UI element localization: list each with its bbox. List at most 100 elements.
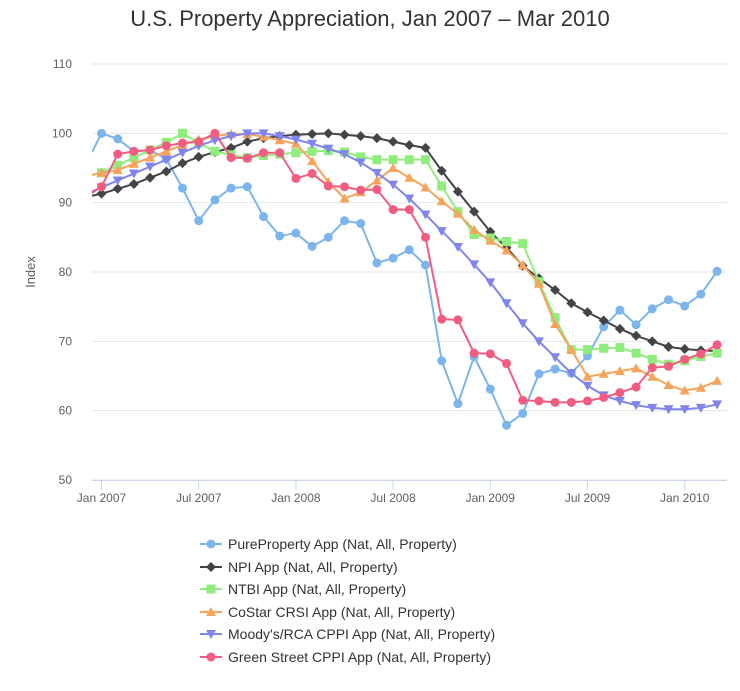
data-point[interactable] [437,181,447,191]
data-point[interactable] [566,369,577,379]
legend-item[interactable]: NTBI App (Nat, All, Property) [200,578,640,601]
data-point[interactable] [599,392,609,402]
data-point[interactable] [404,140,415,151]
data-point[interactable] [631,330,642,341]
data-point[interactable] [534,369,544,379]
data-point[interactable] [485,235,496,245]
data-point[interactable] [533,278,544,288]
data-point[interactable] [679,405,690,415]
data-point[interactable] [485,278,496,288]
data-point[interactable] [404,155,414,165]
data-point[interactable] [421,232,430,242]
data-point[interactable] [583,396,592,406]
data-point[interactable] [97,182,106,192]
data-point[interactable] [323,181,333,191]
data-point[interactable] [647,371,658,381]
data-point[interactable] [113,134,123,144]
data-point[interactable] [615,388,625,398]
data-point[interactable] [469,230,479,240]
data-point[interactable] [388,253,398,263]
data-point[interactable] [712,375,723,385]
data-point[interactable] [161,141,171,151]
data-point[interactable] [372,155,382,165]
data-point[interactable] [420,210,431,220]
data-point[interactable] [275,148,285,158]
data-point[interactable] [517,260,528,270]
data-point[interactable] [161,166,172,177]
data-point[interactable] [178,183,187,193]
data-point[interactable] [145,172,156,183]
data-point[interactable] [421,155,430,165]
legend-item[interactable]: PureProperty App (Nat, All, Property) [200,533,640,556]
data-point[interactable] [452,208,463,218]
data-point[interactable] [696,289,706,299]
data-point[interactable] [518,408,528,418]
legend-marker[interactable] [206,584,216,594]
data-point[interactable] [550,353,561,363]
data-point[interactable] [356,152,366,162]
data-point[interactable] [566,344,577,354]
data-point[interactable] [712,400,723,410]
data-point[interactable] [502,420,511,430]
data-point[interactable] [436,196,447,206]
data-point[interactable] [647,304,657,314]
data-point[interactable] [194,216,204,226]
data-point[interactable] [307,139,318,149]
data-point[interactable] [356,218,366,228]
data-point[interactable] [663,341,674,352]
data-point[interactable] [340,182,349,192]
data-point[interactable] [371,175,382,185]
data-point[interactable] [97,128,106,138]
data-point[interactable] [96,188,107,199]
data-point[interactable] [550,364,560,374]
data-point[interactable] [452,243,463,253]
data-point[interactable] [712,266,722,276]
data-point[interactable] [259,212,268,222]
legend-item[interactable]: NPI App (Nat, All, Property) [200,556,640,579]
data-point[interactable] [566,298,577,309]
data-point[interactable] [128,158,139,168]
data-point[interactable] [436,227,447,237]
data-point[interactable] [534,396,544,406]
data-point[interactable] [145,162,156,172]
legend-marker[interactable] [206,652,216,662]
data-point[interactable] [291,148,301,158]
data-point[interactable] [615,343,625,353]
data-point[interactable] [178,128,187,138]
data-point[interactable] [339,129,350,140]
data-point[interactable] [518,239,528,249]
data-point[interactable] [582,371,593,381]
data-point[interactable] [680,301,690,311]
data-point[interactable] [404,172,415,182]
data-point[interactable] [145,145,155,155]
data-point[interactable] [259,148,268,158]
data-point[interactable] [501,299,512,309]
data-point[interactable] [112,176,123,186]
data-point[interactable] [452,186,463,197]
data-point[interactable] [420,142,431,153]
data-point[interactable] [307,156,318,166]
data-point[interactable] [307,241,317,251]
data-point[interactable] [226,132,237,142]
data-point[interactable] [501,245,512,255]
data-point[interactable] [404,205,414,215]
data-point[interactable] [371,133,382,144]
data-point[interactable] [485,349,495,359]
data-point[interactable] [598,315,609,326]
legend-marker[interactable] [206,606,216,616]
data-point[interactable] [469,348,479,358]
data-point[interactable] [128,178,139,189]
data-point[interactable] [631,382,641,392]
data-point[interactable] [323,128,334,139]
data-point[interactable] [647,354,657,364]
data-point[interactable] [339,150,350,160]
data-point[interactable] [469,224,480,234]
data-point[interactable] [291,228,301,238]
data-point[interactable] [502,236,511,246]
data-point[interactable] [242,153,252,163]
data-point[interactable] [307,129,318,140]
data-point[interactable] [583,345,592,355]
data-point[interactable] [193,151,204,162]
data-point[interactable] [388,163,399,172]
data-point[interactable] [388,155,398,165]
